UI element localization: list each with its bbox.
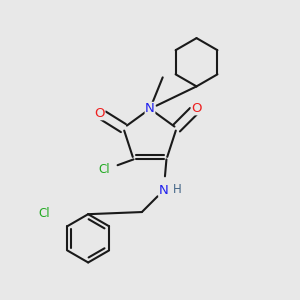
Text: N: N <box>159 184 169 197</box>
Text: O: O <box>191 102 202 115</box>
Text: H: H <box>172 183 181 196</box>
Text: N: N <box>145 102 155 115</box>
Text: O: O <box>94 107 105 120</box>
Text: Cl: Cl <box>99 164 110 176</box>
Text: Cl: Cl <box>38 206 50 220</box>
